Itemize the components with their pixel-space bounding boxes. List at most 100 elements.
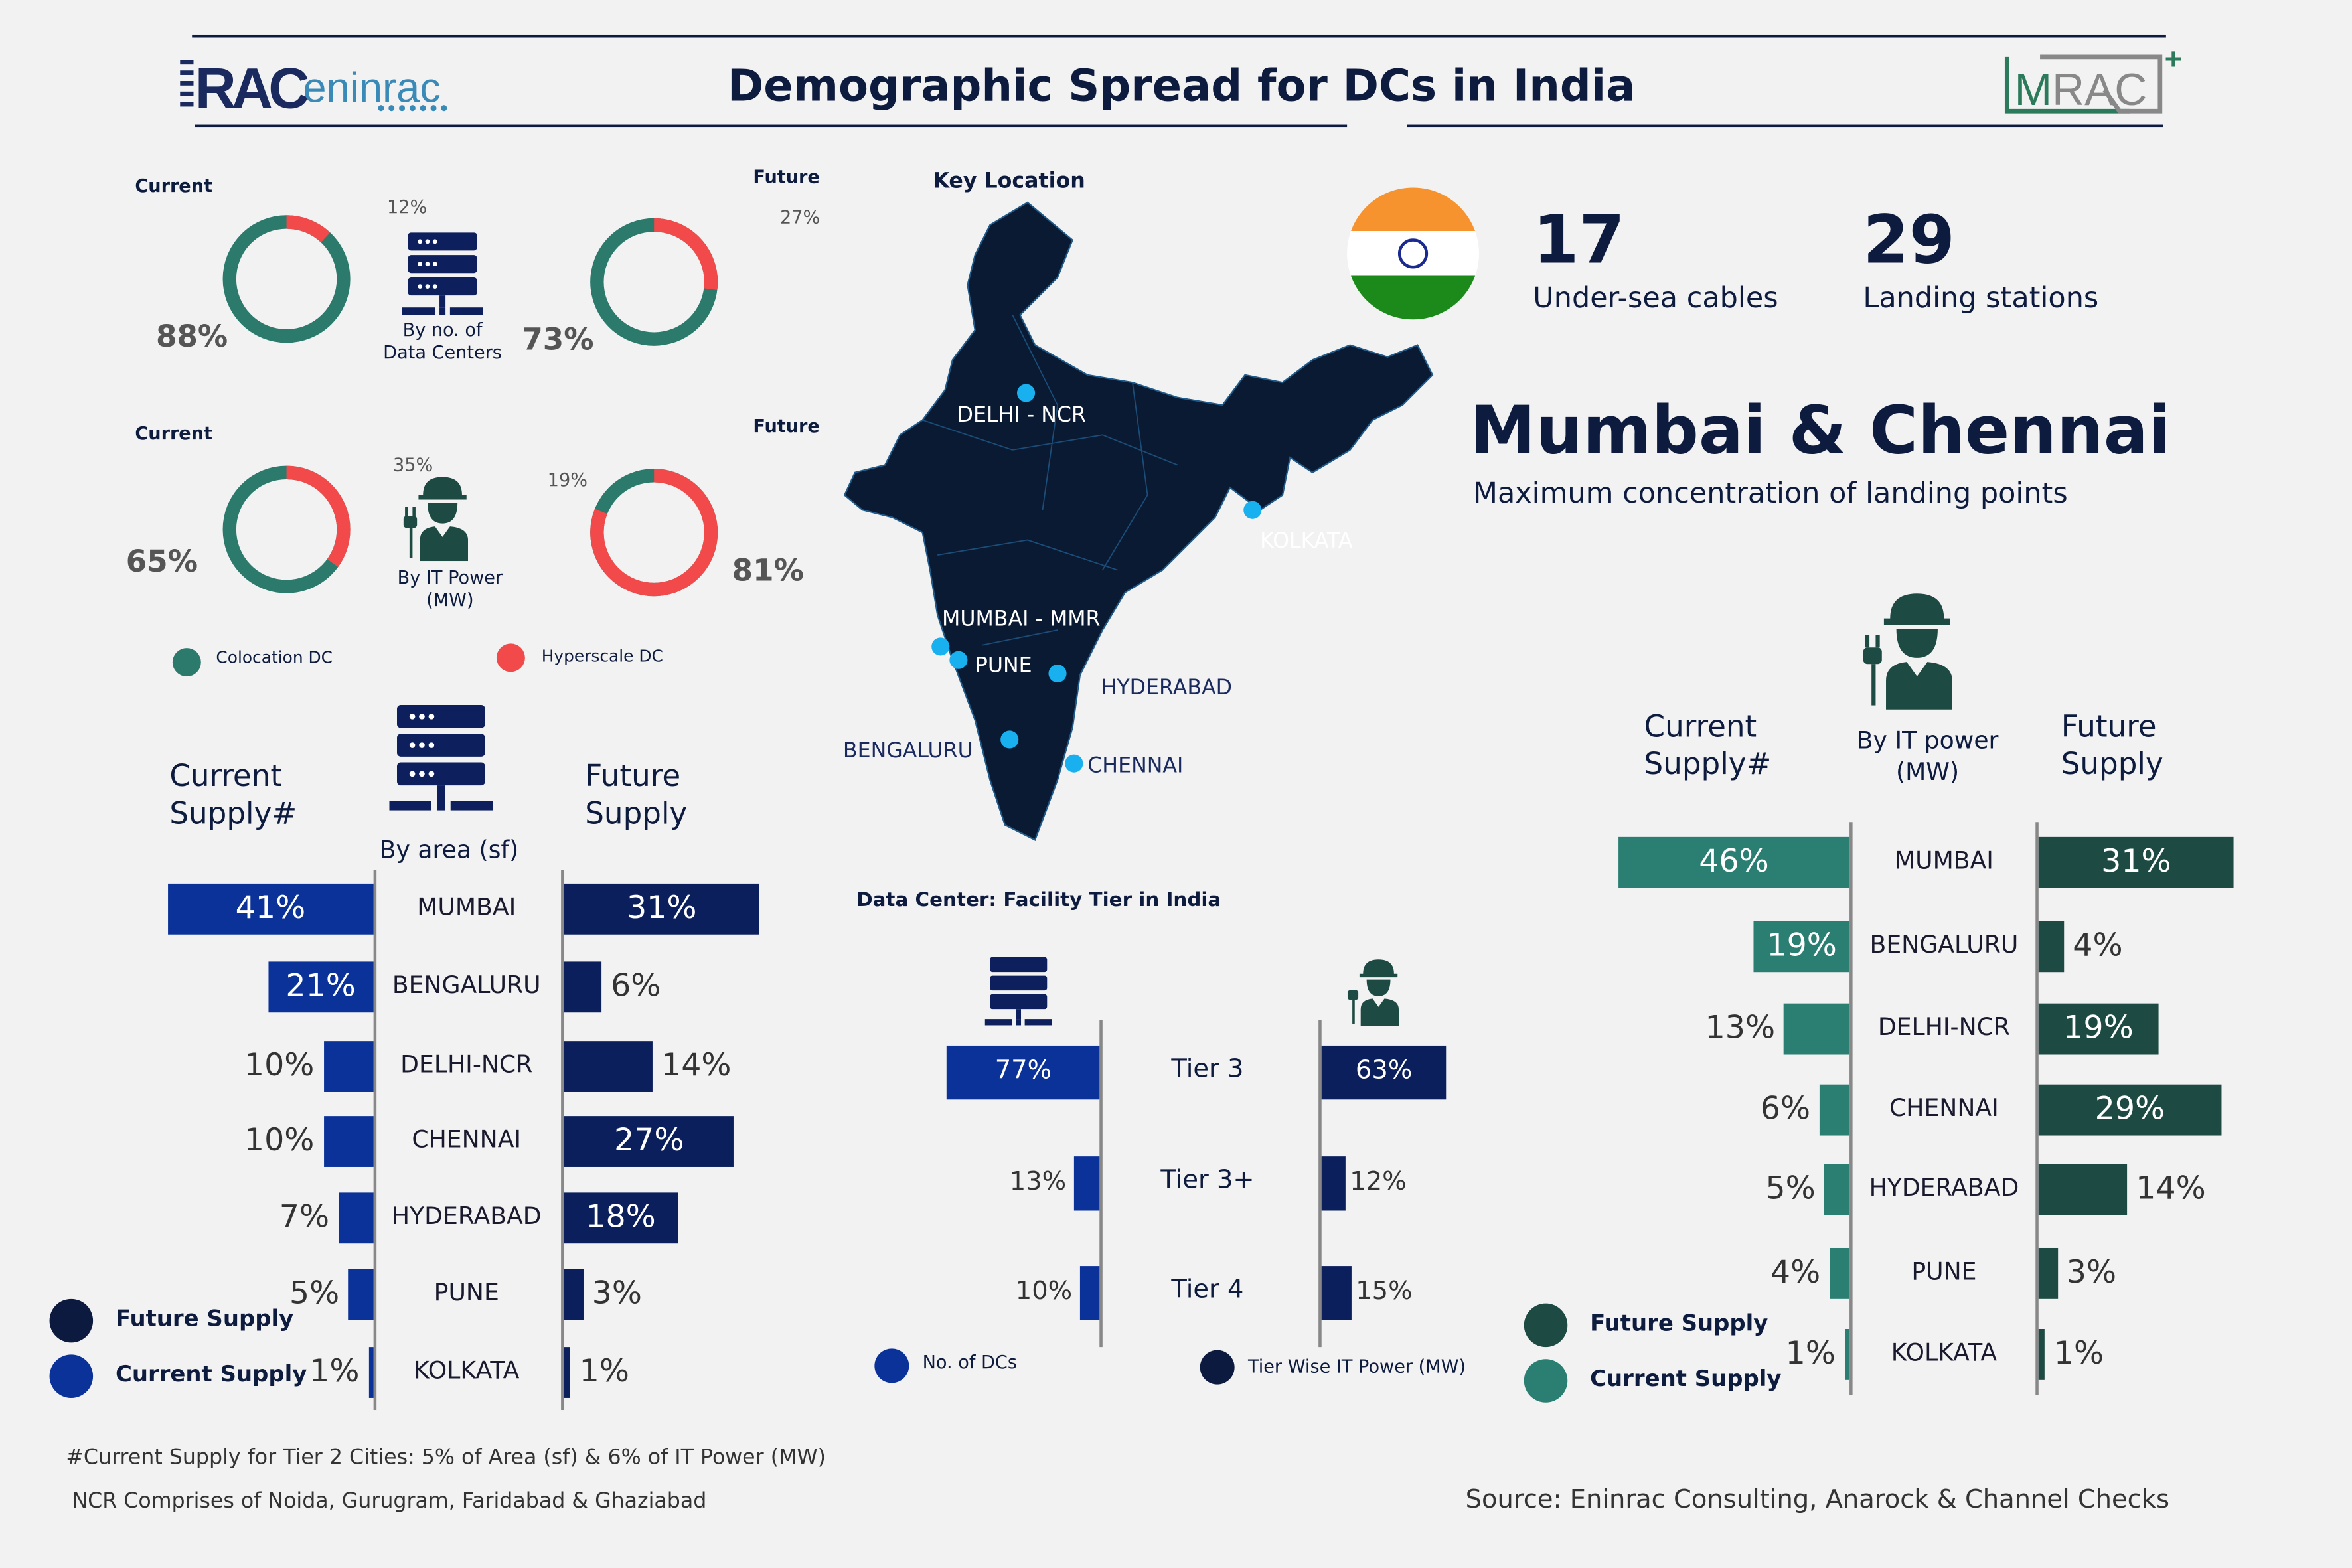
svg-text:RAC: RAC bbox=[195, 57, 308, 118]
power-legend-swatch bbox=[1200, 1350, 1235, 1385]
current-value-label: 5% bbox=[289, 1275, 340, 1311]
donut-charts bbox=[222, 215, 718, 597]
tier-chart-title: Data Center: Facility Tier in India bbox=[856, 889, 1221, 912]
city-marker bbox=[1048, 665, 1067, 683]
future-supply-bar bbox=[564, 1041, 653, 1092]
current-legend-label: Current Supply bbox=[1590, 1365, 1782, 1392]
donut-future-power bbox=[590, 469, 718, 597]
hyperscale-pct: 12% bbox=[386, 196, 428, 218]
power-value-label: 63% bbox=[1355, 1056, 1413, 1086]
future-value-label: 14% bbox=[661, 1047, 732, 1083]
header-line: Supply# bbox=[169, 795, 297, 831]
by-dc-label: By no. of Data Centers bbox=[382, 319, 503, 364]
dcs-bar bbox=[1073, 1156, 1100, 1211]
colocation-arc bbox=[222, 215, 351, 343]
city-label: DELHI - NCR bbox=[957, 403, 1086, 428]
dcs-legend-swatch bbox=[874, 1348, 909, 1383]
city-label: PUNE bbox=[1911, 1257, 1977, 1286]
current-legend-swatch bbox=[49, 1354, 94, 1398]
dcs-value-label: 13% bbox=[1009, 1166, 1067, 1198]
donut-future-dc bbox=[590, 218, 718, 346]
city-label: CHENNAI bbox=[412, 1125, 522, 1154]
colocation-pct: 81% bbox=[732, 552, 804, 588]
current-supply-bar bbox=[338, 1192, 374, 1244]
future-supply-bar bbox=[564, 1347, 571, 1398]
city-label: KOLKATA bbox=[1891, 1338, 1998, 1367]
dcs-bar bbox=[947, 1045, 1100, 1100]
city-label: MUMBAI - MMR bbox=[942, 607, 1101, 632]
city-marker bbox=[1000, 730, 1019, 749]
label-line: (MW) bbox=[426, 589, 474, 611]
future-value-label: 29% bbox=[2094, 1090, 2165, 1127]
current-supply-header: Current Supply# bbox=[169, 757, 297, 832]
future-supply-header: Future Supply bbox=[585, 757, 687, 832]
by-power-label: By IT Power (MW) bbox=[387, 567, 513, 612]
future-supply-bar bbox=[2038, 1003, 2159, 1055]
logo-eninrac: RAC eninrac bbox=[180, 54, 450, 123]
axis-line bbox=[1099, 1020, 1103, 1348]
dcs-value-label: 77% bbox=[994, 1056, 1052, 1086]
future-value-label: 31% bbox=[2101, 842, 2171, 880]
current-supply-bar bbox=[348, 1269, 374, 1320]
city-label: KOLKATA bbox=[1260, 529, 1353, 554]
label-line: By no. of bbox=[402, 319, 483, 341]
future-supply-bar bbox=[2038, 1247, 2058, 1299]
current-supply-bar bbox=[323, 1116, 374, 1167]
current-value-label: 10% bbox=[244, 1122, 315, 1158]
city-label: HYDERABAD bbox=[1101, 676, 1233, 701]
logo-mrac: M RAC + bbox=[2003, 42, 2190, 123]
current-label: Current bbox=[135, 175, 212, 197]
current-value-label: 19% bbox=[1766, 927, 1837, 963]
future-supply-bar bbox=[2038, 836, 2234, 888]
future-value-label: 14% bbox=[2136, 1170, 2206, 1206]
footnote-ncr: NCR Comprises of Noida, Gurugram, Farida… bbox=[72, 1489, 707, 1514]
future-supply-header: Future Supply bbox=[2061, 708, 2163, 783]
future-legend-swatch bbox=[49, 1298, 94, 1343]
city-label: PUNE bbox=[975, 654, 1032, 678]
india-map bbox=[843, 201, 1434, 841]
city-label: BENGALURU bbox=[842, 739, 973, 764]
future-legend-label: Future Supply bbox=[115, 1304, 294, 1332]
future-legend-label: Future Supply bbox=[1590, 1309, 1768, 1337]
current-supply-header: Current Supply# bbox=[1644, 708, 1772, 783]
city-marker bbox=[1017, 384, 1036, 402]
header-line: Supply# bbox=[1644, 745, 1772, 782]
current-supply-bar bbox=[368, 1347, 374, 1398]
future-supply-bar bbox=[564, 1116, 734, 1167]
power-value-label: 15% bbox=[1356, 1276, 1413, 1307]
city-label: BENGALURU bbox=[1869, 929, 2019, 959]
hyperscale-arc bbox=[590, 469, 718, 597]
server-icon bbox=[984, 957, 1053, 1035]
future-value-label: 3% bbox=[2066, 1254, 2117, 1291]
area-chart-title: By area (sf) bbox=[379, 835, 519, 864]
future-supply-bar bbox=[2038, 1164, 2127, 1215]
rule bbox=[1407, 124, 2163, 128]
future-value-label: 1% bbox=[2053, 1335, 2104, 1372]
city-marker bbox=[1065, 754, 1083, 773]
city-marker bbox=[931, 637, 950, 656]
colocation-legend-swatch bbox=[172, 648, 201, 677]
future-supply-bar bbox=[2038, 1329, 2045, 1380]
tier-label: Tier 4 bbox=[1171, 1275, 1244, 1305]
city-marker bbox=[1243, 501, 1262, 519]
current-value-label: 1% bbox=[309, 1353, 360, 1389]
city-marker bbox=[949, 651, 968, 669]
city-label: HYDERABAD bbox=[1869, 1173, 2019, 1202]
cables-label: Under-sea cables bbox=[1533, 281, 1778, 315]
hyperscale-arc bbox=[590, 218, 718, 346]
header-line: Current bbox=[1644, 708, 1757, 744]
current-value-label: 21% bbox=[285, 967, 356, 1004]
server-icon bbox=[387, 705, 495, 822]
current-legend-swatch bbox=[1524, 1359, 1568, 1403]
city-label: PUNE bbox=[433, 1278, 499, 1307]
current-value-label: 10% bbox=[244, 1047, 315, 1083]
future-supply-bar bbox=[564, 961, 602, 1013]
current-value-label: 13% bbox=[1705, 1009, 1776, 1046]
city-label: CHENNAI bbox=[1087, 754, 1184, 779]
future-value-label: 19% bbox=[2063, 1009, 2134, 1046]
header-line: Future bbox=[585, 757, 681, 794]
india-flag-icon bbox=[1347, 187, 1479, 320]
label-line: By IT Power bbox=[397, 567, 503, 588]
future-label: Future bbox=[753, 415, 820, 437]
svg-text:RAC: RAC bbox=[2052, 65, 2147, 115]
